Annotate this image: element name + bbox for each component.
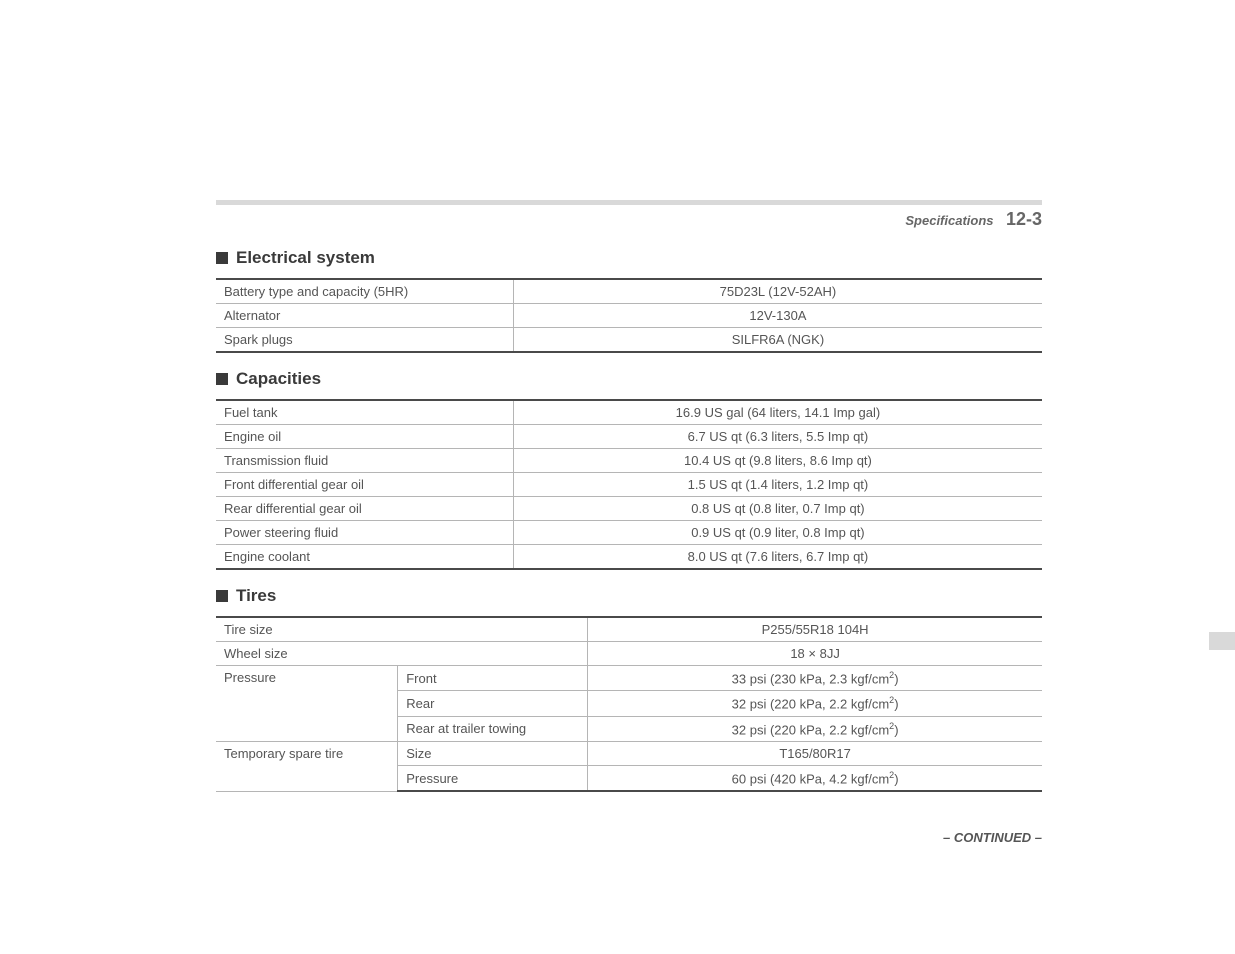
cell-value: 12V-130A <box>513 304 1042 328</box>
table-tires: Tire size P255/55R18 104H Wheel size 18 … <box>216 616 1042 792</box>
cell-label: Fuel tank <box>216 400 513 425</box>
table-row: Front differential gear oil1.5 US qt (1.… <box>216 473 1042 497</box>
cell-label: Spark plugs <box>216 328 513 353</box>
cell-label: Tire size <box>216 617 588 642</box>
cell-sublabel: Front <box>398 666 588 691</box>
cell-value: P255/55R18 104H <box>588 617 1042 642</box>
cell-value: 60 psi (420 kPa, 4.2 kgf/cm2) <box>588 765 1042 791</box>
cell-value: 32 psi (220 kPa, 2.2 kgf/cm2) <box>588 691 1042 716</box>
running-head: Specifications 12-3 <box>216 209 1042 230</box>
table-row: Power steering fluid0.9 US qt (0.9 liter… <box>216 521 1042 545</box>
heading-electrical: Electrical system <box>216 248 1042 268</box>
cell-value: 0.9 US qt (0.9 liter, 0.8 Imp qt) <box>513 521 1042 545</box>
table-row: Pressure Front 33 psi (230 kPa, 2.3 kgf/… <box>216 666 1042 691</box>
table-row: Battery type and capacity (5HR) 75D23L (… <box>216 279 1042 304</box>
square-bullet-icon <box>216 373 228 385</box>
heading-capacities: Capacities <box>216 369 1042 389</box>
page-content: Specifications 12-3 Electrical system Ba… <box>216 200 1042 845</box>
cell-label: Rear differential gear oil <box>216 497 513 521</box>
table-row: Transmission fluid10.4 US qt (9.8 liters… <box>216 449 1042 473</box>
table-capacities: Fuel tank16.9 US gal (64 liters, 14.1 Im… <box>216 399 1042 570</box>
cell-sublabel: Rear <box>398 691 588 716</box>
cell-label: Transmission fluid <box>216 449 513 473</box>
cell-label: Alternator <box>216 304 513 328</box>
cell-value: T165/80R17 <box>588 741 1042 765</box>
cell-value: 1.5 US qt (1.4 liters, 1.2 Imp qt) <box>513 473 1042 497</box>
table-row: Engine coolant8.0 US qt (7.6 liters, 6.7… <box>216 545 1042 570</box>
cell-sublabel: Pressure <box>398 765 588 791</box>
cell-sublabel: Rear at trailer towing <box>398 716 588 741</box>
cell-label: Temporary spare tire <box>216 741 398 791</box>
cell-value: 33 psi (230 kPa, 2.3 kgf/cm2) <box>588 666 1042 691</box>
section-label: Specifications <box>905 213 993 228</box>
cell-value: 75D23L (12V-52AH) <box>513 279 1042 304</box>
page-number: 12-3 <box>1006 209 1042 229</box>
heading-label: Electrical system <box>236 248 375 268</box>
square-bullet-icon <box>216 590 228 602</box>
page-edge-tab <box>1209 632 1235 650</box>
cell-label: Engine oil <box>216 425 513 449</box>
table-row: Fuel tank16.9 US gal (64 liters, 14.1 Im… <box>216 400 1042 425</box>
cell-label: Battery type and capacity (5HR) <box>216 279 513 304</box>
table-row: Temporary spare tire Size T165/80R17 <box>216 741 1042 765</box>
square-bullet-icon <box>216 252 228 264</box>
cell-label: Pressure <box>216 666 398 742</box>
cell-label: Wheel size <box>216 642 588 666</box>
table-row: Wheel size 18 × 8JJ <box>216 642 1042 666</box>
table-row: Engine oil6.7 US qt (6.3 liters, 5.5 Imp… <box>216 425 1042 449</box>
cell-value: 18 × 8JJ <box>588 642 1042 666</box>
table-row: Tire size P255/55R18 104H <box>216 617 1042 642</box>
heading-tires: Tires <box>216 586 1042 606</box>
cell-value: 6.7 US qt (6.3 liters, 5.5 Imp qt) <box>513 425 1042 449</box>
cell-value: 16.9 US gal (64 liters, 14.1 Imp gal) <box>513 400 1042 425</box>
continued-footer: – CONTINUED – <box>216 830 1042 845</box>
table-row: Alternator 12V-130A <box>216 304 1042 328</box>
cell-value: 10.4 US qt (9.8 liters, 8.6 Imp qt) <box>513 449 1042 473</box>
cell-value: SILFR6A (NGK) <box>513 328 1042 353</box>
cell-label: Power steering fluid <box>216 521 513 545</box>
table-electrical: Battery type and capacity (5HR) 75D23L (… <box>216 278 1042 353</box>
cell-value: 0.8 US qt (0.8 liter, 0.7 Imp qt) <box>513 497 1042 521</box>
cell-sublabel: Size <box>398 741 588 765</box>
heading-label: Capacities <box>236 369 321 389</box>
cell-value: 32 psi (220 kPa, 2.2 kgf/cm2) <box>588 716 1042 741</box>
header-rule <box>216 200 1042 205</box>
table-row: Spark plugs SILFR6A (NGK) <box>216 328 1042 353</box>
table-row: Rear differential gear oil0.8 US qt (0.8… <box>216 497 1042 521</box>
cell-label: Front differential gear oil <box>216 473 513 497</box>
cell-value: 8.0 US qt (7.6 liters, 6.7 Imp qt) <box>513 545 1042 570</box>
heading-label: Tires <box>236 586 276 606</box>
cell-label: Engine coolant <box>216 545 513 570</box>
